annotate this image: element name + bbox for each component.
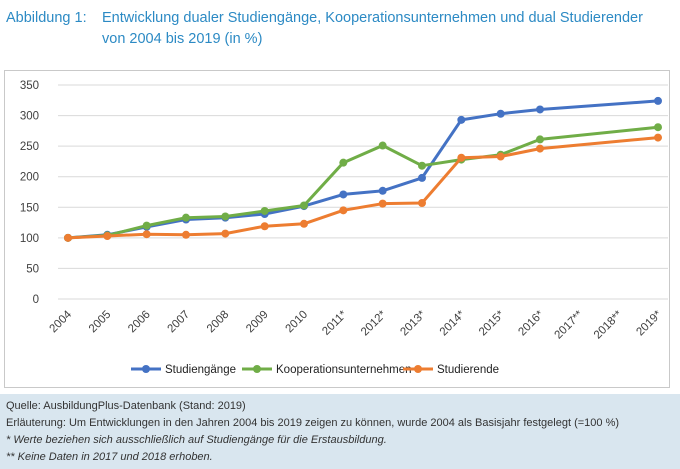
x-tick-label: 2011* (320, 308, 350, 338)
x-tick-label: 2007 (166, 309, 193, 336)
x-tick-label: 2009 (244, 309, 271, 336)
data-point (142, 230, 151, 239)
data-point (300, 201, 308, 210)
footnote-double-asterisk: ** Keine Daten in 2017 und 2018 erhoben. (6, 451, 213, 463)
x-tick-label: 2016* (516, 308, 546, 338)
x-tick-label: 2019* (634, 308, 664, 338)
x-tick-label: 2004 (48, 308, 75, 335)
x-tick-label: 2006 (126, 309, 153, 336)
legend-label: Kooperationsunternehmen (276, 364, 412, 376)
x-tick-label: 2005 (87, 309, 114, 336)
legend-marker (142, 365, 150, 373)
data-point (418, 161, 426, 170)
data-point (339, 206, 348, 215)
y-tick-label: 100 (20, 233, 39, 245)
data-point (496, 152, 505, 161)
x-tick-label: 2014* (438, 308, 468, 338)
legend-label: Studiengänge (165, 364, 236, 376)
x-tick-label: 2012* (359, 308, 389, 338)
data-point (457, 115, 466, 124)
y-tick-label: 300 (20, 111, 39, 123)
data-point (300, 219, 308, 228)
x-tick-label: 2010 (284, 309, 311, 336)
data-point (260, 206, 269, 215)
data-point (339, 158, 348, 167)
x-tick-label: 2015* (477, 308, 507, 338)
y-tick-label: 250 (20, 141, 39, 153)
data-point (339, 190, 348, 199)
data-point (536, 105, 544, 114)
caption-number: Abbildung 1: (6, 10, 87, 26)
data-point (103, 232, 112, 241)
data-point (536, 144, 544, 153)
x-tick-label: 2018** (592, 308, 625, 341)
notes-panel: Quelle: AusbildungPlus-Datenbank (Stand:… (0, 394, 680, 469)
data-point (221, 229, 230, 238)
data-point (457, 153, 466, 162)
data-point (182, 213, 190, 222)
y-tick-label: 150 (20, 202, 39, 214)
legend-marker (253, 365, 261, 373)
footnote-asterisk: * Werte beziehen sich ausschließlich auf… (6, 434, 387, 446)
data-point (654, 96, 662, 105)
series-line (67, 125, 659, 240)
data-point (378, 186, 387, 195)
x-tick-label: 2008 (205, 309, 232, 336)
y-tick-label: 350 (20, 80, 39, 92)
data-point (654, 123, 662, 132)
legend: Studiengänge Kooperationsunternehmen Studi… (131, 364, 499, 376)
series-line (67, 99, 659, 240)
line-chart: 0 50 100 150 200 250 300 350 2004 2005 2006 2007 200… (20, 80, 668, 376)
data-point (654, 133, 662, 142)
x-tick-label: 2013* (398, 308, 428, 338)
caption-title: Entwicklung dualer Studiengänge, Koopera… (102, 10, 643, 47)
chart-container: 0 50 100 150 200 250 300 350 2004 2005 2006 2007 200… (4, 70, 670, 388)
data-point (260, 222, 269, 231)
data-point (536, 135, 544, 144)
data-point (418, 173, 426, 182)
y-tick-label: 200 (20, 172, 39, 184)
data-point (378, 199, 387, 208)
legend-marker (414, 365, 422, 373)
legend-label: Studierende (437, 364, 499, 376)
y-tick-label: 50 (26, 263, 39, 275)
data-point (496, 109, 505, 118)
chart-plot-area: 0 50 100 150 200 250 300 350 2004 2005 2006 2007 200… (20, 80, 668, 342)
data-point (378, 141, 387, 150)
data-point (64, 233, 72, 242)
data-point (418, 199, 426, 208)
y-tick-label: 0 (33, 294, 39, 306)
x-tick-label: 2017** (553, 308, 586, 341)
explanation-note: Erläuterung: Um Entwicklungen in den Jah… (6, 417, 620, 429)
series-line (67, 136, 659, 240)
data-point (221, 212, 230, 221)
source-note: Quelle: AusbildungPlus-Datenbank (Stand:… (6, 400, 246, 412)
data-point (182, 230, 190, 239)
data-point (142, 221, 151, 230)
